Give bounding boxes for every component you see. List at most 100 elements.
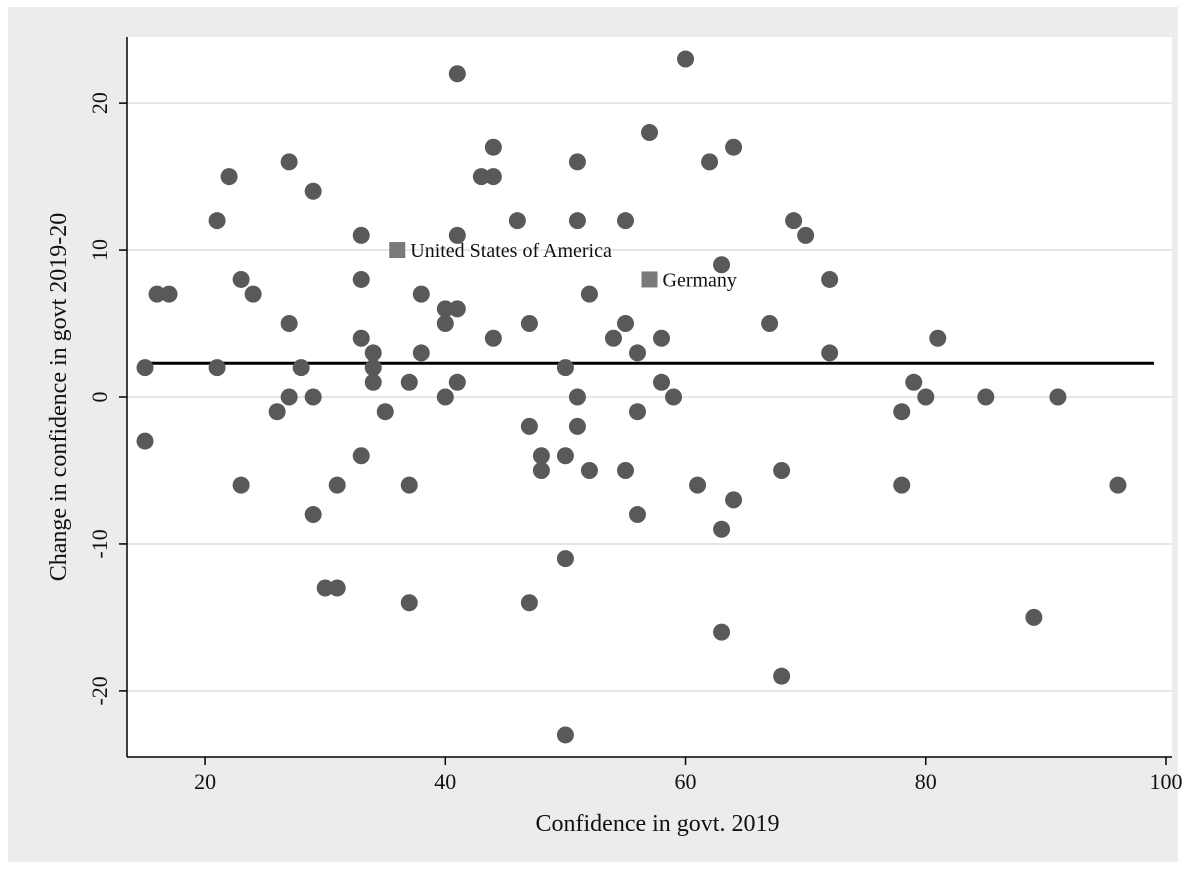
- scatter-point: [604, 329, 622, 347]
- scatter-point: [905, 373, 923, 391]
- scatter-point: [232, 476, 250, 494]
- labeled-point-marker: [389, 242, 406, 259]
- scatter-point: [472, 168, 490, 186]
- scatter-point: [701, 153, 719, 171]
- scatter-point: [1109, 476, 1127, 494]
- scatter-point: [713, 256, 731, 274]
- x-tick-label: 60: [675, 769, 697, 794]
- scatter-point: [448, 65, 466, 83]
- scatter-point: [244, 285, 262, 303]
- scatter-point: [532, 447, 550, 465]
- scatter-point: [364, 359, 382, 377]
- scatter-point: [616, 315, 634, 333]
- scatter-point: [220, 168, 238, 186]
- scatter-point: [412, 285, 430, 303]
- scatter-point: [689, 476, 707, 494]
- gridlines: [127, 102, 1172, 692]
- point-label: Germany: [663, 269, 737, 291]
- scatter-point: [436, 300, 454, 318]
- scatter-point: [568, 417, 586, 435]
- scatter-point: [352, 226, 370, 244]
- scatter-point: [616, 212, 634, 230]
- scatter-point: [568, 212, 586, 230]
- scatter-point: [436, 388, 454, 406]
- scatter-point: [616, 461, 634, 479]
- scatter-point: [208, 359, 226, 377]
- scatter-point: [1049, 388, 1067, 406]
- scatter-point: [364, 344, 382, 362]
- data-points: [136, 50, 1127, 744]
- scatter-point: [304, 388, 322, 406]
- scatter-point: [773, 667, 791, 685]
- scatter-point: [136, 432, 154, 450]
- y-tick-label: 20: [87, 92, 112, 114]
- scatter-point: [713, 520, 731, 538]
- scatter-point: [628, 403, 646, 421]
- scatter-point: [532, 461, 550, 479]
- scatter-point: [568, 388, 586, 406]
- y-tick-label: -10: [87, 529, 112, 558]
- scatter-point: [280, 153, 298, 171]
- scatter-point: [568, 153, 586, 171]
- scatter-point: [520, 594, 538, 612]
- scatter-point: [725, 491, 743, 509]
- scatter-point: [328, 579, 346, 597]
- scatter-point: [821, 344, 839, 362]
- scatter-point: [304, 182, 322, 200]
- scatter-point: [653, 373, 671, 391]
- scatter-point: [797, 226, 815, 244]
- scatter-point: [412, 344, 430, 362]
- y-tick-label: 0: [87, 392, 112, 403]
- scatter-point: [713, 623, 731, 641]
- scatter-point: [364, 373, 382, 391]
- scatter-point: [328, 476, 346, 494]
- y-axis-title: Change in confidence in govt 2019-20: [46, 213, 72, 582]
- scatter-point: [520, 315, 538, 333]
- x-tick-label: 80: [915, 769, 937, 794]
- scatter-point: [208, 212, 226, 230]
- scatter-point: [556, 359, 574, 377]
- y-tick-label: -20: [87, 676, 112, 705]
- scatter-point: [136, 359, 154, 377]
- scatter-point: [761, 315, 779, 333]
- point-label: United States of America: [410, 240, 612, 262]
- scatter-point: [977, 388, 995, 406]
- scatter-point: [773, 461, 791, 479]
- x-tick-label: 100: [1149, 769, 1182, 794]
- scatter-point: [268, 403, 286, 421]
- scatter-point: [893, 476, 911, 494]
- scatter-point: [400, 476, 418, 494]
- scatter-point: [160, 285, 178, 303]
- scatter-point: [280, 315, 298, 333]
- scatter-point: [304, 506, 322, 524]
- scatter-point: [917, 388, 935, 406]
- scatter-point: [376, 403, 394, 421]
- scatter-point: [556, 550, 574, 568]
- scatter-point: [436, 315, 454, 333]
- scatter-point: [148, 285, 166, 303]
- scatter-point: [556, 726, 574, 744]
- scatter-point: [292, 359, 310, 377]
- scatter-point: [821, 270, 839, 288]
- scatter-point: [641, 124, 658, 142]
- scatter-point: [484, 329, 502, 347]
- x-tick-label: 20: [194, 769, 216, 794]
- scatter-point: [484, 168, 502, 186]
- scatter-point: [628, 506, 646, 524]
- scatter-point: [929, 329, 947, 347]
- y-tick-label: 10: [87, 239, 112, 261]
- scatter-point: [484, 138, 502, 156]
- scatter-point: [280, 388, 298, 406]
- scatter-point: [677, 50, 695, 68]
- scatter-point: [352, 329, 370, 347]
- scatter-point: [316, 579, 334, 597]
- scatter-point: [1025, 608, 1043, 626]
- x-tick-label: 40: [434, 769, 456, 794]
- scatter-point: [785, 212, 803, 230]
- labeled-point-marker: [641, 271, 658, 288]
- scatter-point: [448, 373, 466, 391]
- scatter-point: [352, 447, 370, 465]
- scatter-point: [580, 285, 598, 303]
- scatter-point: [352, 270, 370, 288]
